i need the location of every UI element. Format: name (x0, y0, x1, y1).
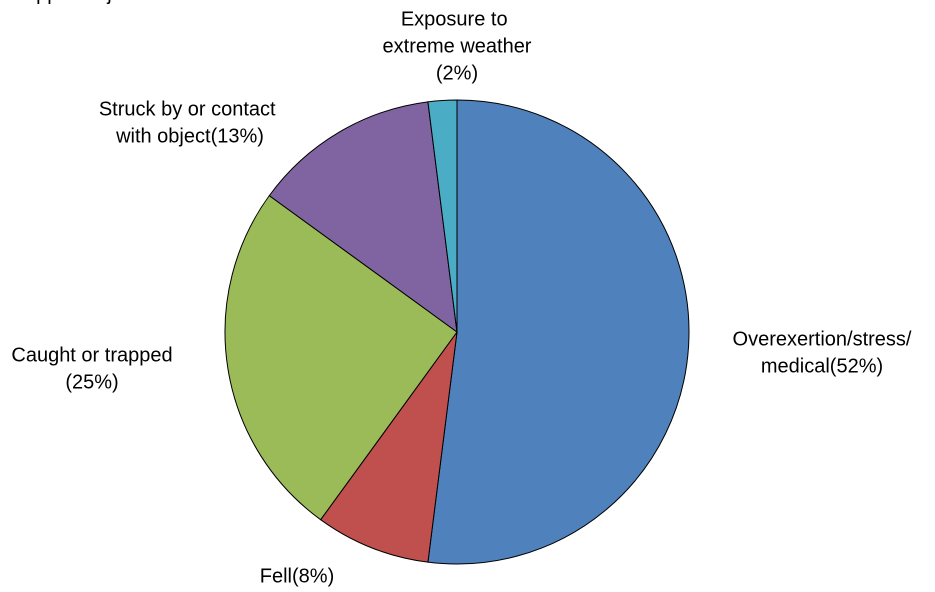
pie-slice (427, 99, 690, 565)
value-label: (2%) (436, 62, 478, 84)
slice-label: Caught or trappedCaught or trapped (0, 0, 173, 366)
pie-slice (319, 331, 458, 563)
pie-slice (224, 194, 458, 521)
pie-slice (268, 101, 458, 334)
value-label: (25%) (65, 371, 118, 393)
pie-slice (427, 99, 458, 333)
value-label: (13%) (211, 125, 264, 147)
value-label: (8%) (292, 565, 334, 587)
value-label: (52%) (830, 355, 883, 377)
slice-label: Exposure to extreme weatherExposure to e… (0, 0, 532, 57)
